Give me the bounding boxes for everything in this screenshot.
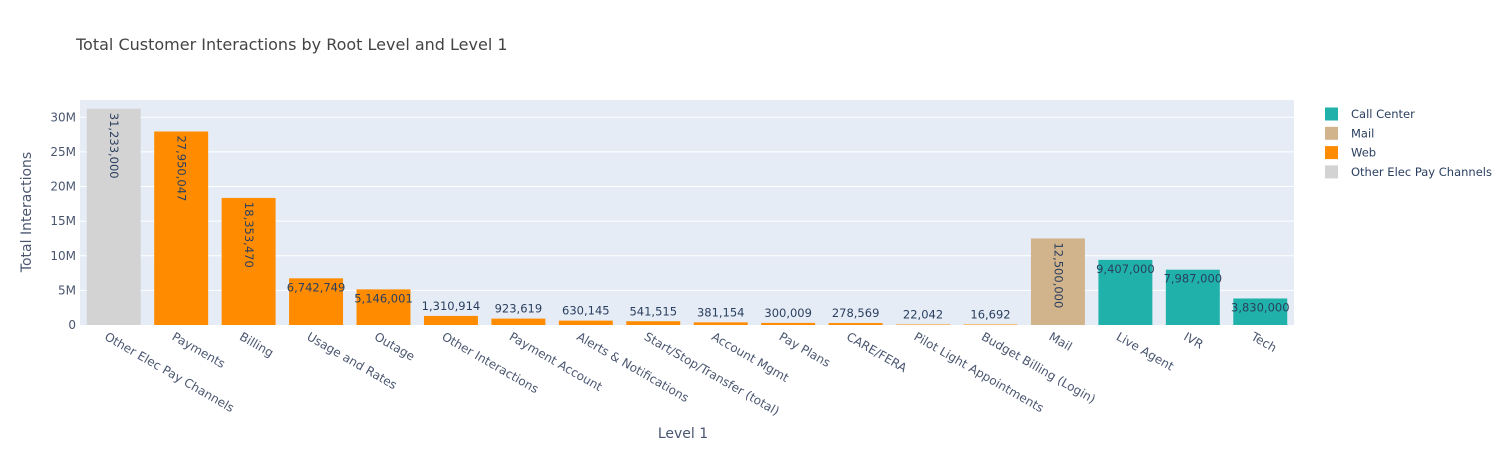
x-tick-label: Tech — [1248, 329, 1279, 355]
y-tick-label: 0 — [68, 318, 76, 332]
bar-value-label: 27,950,047 — [175, 135, 189, 201]
bar-value-label: 9,407,000 — [1096, 262, 1155, 276]
bar[interactable] — [693, 322, 748, 325]
bar-value-label: 1,310,914 — [422, 299, 481, 313]
chart-title: Total Customer Interactions by Root Leve… — [75, 35, 508, 54]
grid-lines — [80, 116, 1294, 291]
legend-item[interactable]: Other Elec Pay Channels — [1325, 165, 1492, 179]
bar-value-label: 16,692 — [970, 308, 1010, 322]
bar-value-label: 923,619 — [495, 302, 543, 316]
legend-item[interactable]: Call Center — [1325, 107, 1415, 121]
bar-value-label: 381,154 — [697, 305, 745, 319]
bar-value-label: 278,569 — [832, 306, 880, 320]
legend-label: Mail — [1351, 126, 1374, 140]
bar-value-label: 7,987,000 — [1164, 272, 1223, 286]
x-axis-title: Level 1 — [658, 426, 708, 442]
x-tick-label: Billing — [237, 329, 276, 360]
y-axis-title: Total Interactions — [19, 152, 35, 273]
bar[interactable] — [558, 320, 613, 325]
bar-value-label: 22,042 — [903, 308, 943, 322]
y-tick-label: 25M — [50, 145, 76, 159]
x-tick-label: IVR — [1181, 329, 1205, 351]
legend-label: Other Elec Pay Channels — [1351, 165, 1492, 179]
x-tick-label: Budget Billing (Login) — [979, 329, 1098, 406]
legend[interactable]: Call Center Mail Web Other Elec Pay Channel… — [1325, 107, 1492, 179]
bar[interactable] — [356, 289, 411, 325]
bar[interactable] — [761, 322, 816, 325]
bar[interactable] — [626, 321, 681, 325]
y-axis-ticks: 0 5M 10M 15M 20M 25M 30M — [50, 110, 76, 332]
x-tick-label: CARE/FERA — [844, 329, 910, 375]
y-tick-label: 30M — [50, 110, 76, 124]
x-tick-label: Pay Plans — [777, 329, 833, 369]
y-tick-label: 20M — [50, 180, 76, 194]
legend-label: Call Center — [1351, 107, 1415, 121]
y-tick-label: 10M — [50, 249, 76, 263]
bar-value-label: 18,353,470 — [242, 202, 256, 268]
bar[interactable] — [221, 197, 276, 325]
x-tick-label: Mail — [1046, 329, 1074, 353]
bar[interactable] — [1030, 238, 1085, 325]
x-tick-label: Other Elec Pay Channels — [102, 329, 236, 415]
x-tick-label: Outage — [372, 329, 417, 363]
bar[interactable] — [289, 278, 344, 325]
bar-value-label: 630,145 — [562, 304, 610, 318]
bar[interactable] — [1165, 269, 1220, 325]
x-tick-label: Payments — [170, 329, 228, 371]
bar[interactable] — [828, 323, 883, 325]
legend-swatch — [1325, 126, 1338, 140]
bar-value-label: 541,515 — [629, 304, 677, 318]
bar[interactable] — [1098, 259, 1153, 325]
bar[interactable] — [154, 131, 209, 325]
bars — [86, 108, 1288, 326]
bar-value-label: 3,830,000 — [1231, 300, 1290, 314]
bar[interactable] — [491, 318, 546, 325]
bar-value-label: 31,233,000 — [107, 113, 121, 179]
bar[interactable] — [1233, 298, 1288, 325]
y-tick-label: 5M — [58, 283, 76, 297]
x-tick-label: Live Agent — [1114, 329, 1177, 373]
legend-label: Web — [1351, 146, 1376, 160]
bar[interactable] — [423, 315, 478, 325]
bar-value-label: 5,146,001 — [354, 291, 413, 305]
legend-swatch — [1325, 107, 1338, 121]
bar[interactable] — [86, 108, 141, 325]
x-tick-label: Alerts & Notifications — [574, 329, 691, 405]
x-tick-label: Pilot Light Appointments — [912, 329, 1047, 415]
legend-swatch — [1325, 165, 1338, 179]
bar[interactable] — [896, 324, 951, 326]
legend-item[interactable]: Mail — [1325, 126, 1374, 140]
bar-value-label: 300,009 — [764, 306, 812, 320]
plot-area — [80, 100, 1294, 325]
legend-item[interactable]: Web — [1325, 146, 1376, 160]
y-tick-label: 15M — [50, 214, 76, 228]
bar-labels: 31,233,000 27,950,047 18,353,470 6,742,749 5… — [107, 113, 1289, 322]
bar-value-label: 6,742,749 — [287, 280, 346, 294]
bar[interactable] — [963, 324, 1018, 326]
legend-swatch — [1325, 146, 1338, 160]
bar-value-label: 12,500,000 — [1051, 242, 1065, 308]
